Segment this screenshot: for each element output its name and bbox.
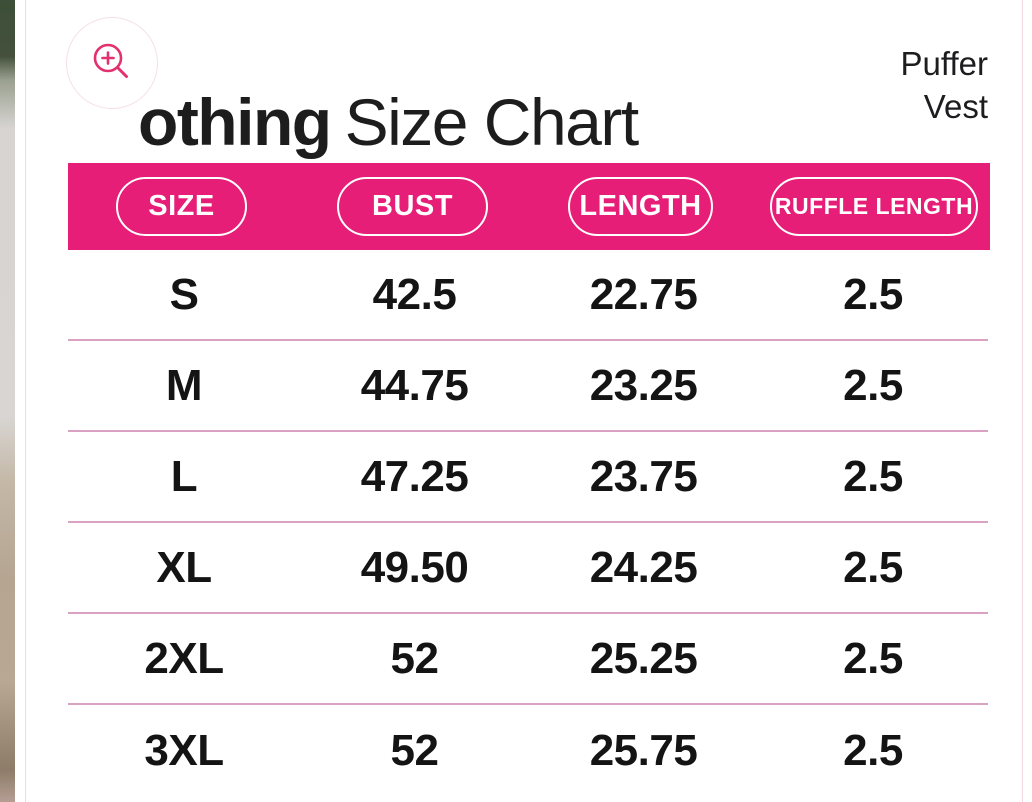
table-row-s: S 42.5 22.75 2.5 (68, 250, 988, 341)
background-photo-strip (0, 0, 15, 802)
table-row-l: L 47.25 23.75 2.5 (68, 432, 988, 523)
cell-length: 25.75 (589, 725, 698, 775)
product-name-line2: Vest (923, 88, 988, 125)
cell-size: 2XL (144, 633, 224, 683)
magnifier-plus-icon (88, 39, 136, 87)
page-title-regular: Size Chart (344, 85, 640, 160)
cell-ruffle: 2.5 (843, 725, 903, 775)
table-row-m: M 44.75 23.25 2.5 (68, 341, 988, 432)
cell-bust: 52 (390, 633, 439, 683)
product-name-line1: Puffer (900, 45, 988, 82)
product-name: Puffer Vest (901, 42, 988, 128)
cell-size: L (170, 451, 198, 501)
cell-size: 3XL (144, 725, 224, 775)
cell-ruffle: 2.5 (843, 542, 903, 592)
cell-bust: 49.50 (360, 542, 469, 592)
cell-length: 24.25 (589, 542, 698, 592)
column-header-ruffle-length: RUFFLE LENGTH (770, 177, 978, 236)
column-header-length: LENGTH (568, 177, 713, 236)
cell-length: 23.25 (589, 360, 698, 410)
table-row-2xl: 2XL 52 25.25 2.5 (68, 614, 988, 705)
cell-length: 25.25 (589, 633, 698, 683)
table-row-3xl: 3XL 52 25.75 2.5 (68, 705, 988, 796)
cell-bust: 42.5 (372, 269, 457, 319)
cell-ruffle: 2.5 (843, 360, 903, 410)
cell-ruffle: 2.5 (843, 451, 903, 501)
page-title-bold: othing (138, 85, 332, 160)
cell-length: 23.75 (589, 451, 698, 501)
column-header-size: SIZE (116, 177, 247, 236)
size-chart-card (15, 0, 1032, 802)
cell-size: XL (156, 542, 212, 592)
cell-size: M (165, 360, 203, 410)
cell-size: S (169, 269, 199, 319)
cell-ruffle: 2.5 (843, 269, 903, 319)
cell-bust: 52 (390, 725, 439, 775)
card-border-left (25, 0, 26, 802)
cell-ruffle: 2.5 (843, 633, 903, 683)
column-header-bust: BUST (337, 177, 488, 236)
card-border-right (1022, 0, 1023, 802)
size-table: S 42.5 22.75 2.5 M 44.75 23.25 2.5 L 47.… (68, 250, 988, 796)
cell-bust: 47.25 (360, 451, 469, 501)
table-row-xl: XL 49.50 24.25 2.5 (68, 523, 988, 614)
cell-length: 22.75 (589, 269, 698, 319)
page-title: othing Size Chart (138, 84, 640, 160)
table-header-band: SIZE BUST LENGTH RUFFLE LENGTH (68, 163, 990, 250)
cell-bust: 44.75 (360, 360, 469, 410)
zoom-image-button[interactable] (66, 17, 158, 109)
